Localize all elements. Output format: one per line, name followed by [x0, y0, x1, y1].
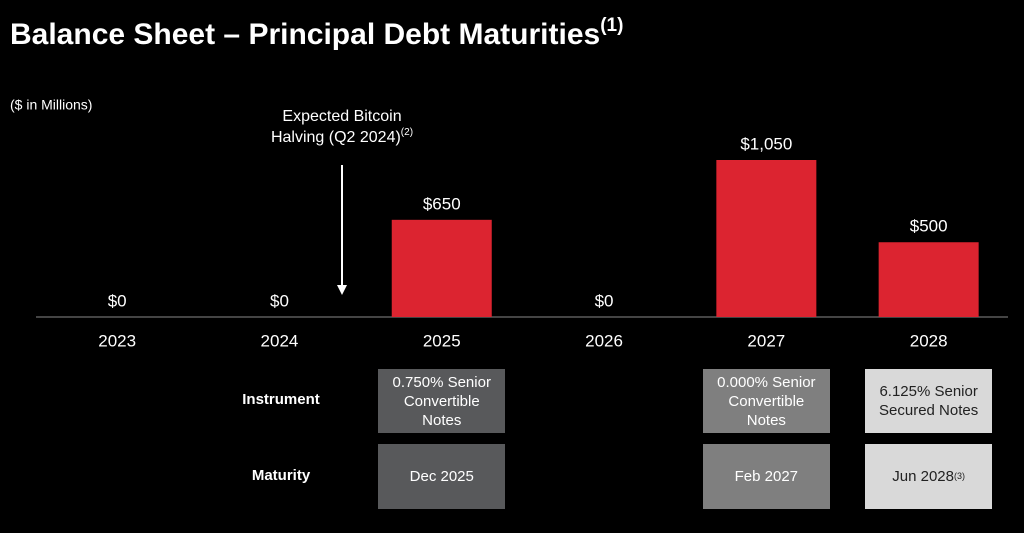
bar [716, 160, 817, 317]
x-tick-label: 2024 [261, 331, 299, 350]
table-cell: 0.000% Senior Convertible Notes [702, 369, 830, 433]
cell-text: Jun 2028 [892, 468, 954, 485]
cell-text: Dec 2025 [409, 468, 474, 485]
value-label: $0 [108, 291, 127, 310]
value-label: $1,050 [740, 134, 792, 153]
value-label: $650 [423, 194, 461, 213]
bar [878, 242, 979, 317]
subtitle: ($ in Millions) [10, 97, 92, 113]
value-label: $0 [270, 291, 289, 310]
x-tick-label: 2026 [585, 331, 623, 350]
annotation-text: Halving (Q2 2024) [271, 129, 401, 146]
cell-note: (3) [954, 471, 965, 481]
annotation-line: Halving (Q2 2024)(2) [271, 127, 413, 147]
table-cell: Jun 2028 (3) [865, 444, 993, 509]
cell-text: Feb 2027 [734, 468, 799, 485]
row-label: Instrument [242, 391, 320, 408]
x-tick-label: 2028 [910, 331, 948, 350]
title-note: (1) [600, 15, 623, 36]
cell-text: 6.125% Senior Secured Notes [879, 383, 979, 419]
annotation-note: (2) [401, 127, 413, 138]
value-label: $0 [595, 291, 614, 310]
title: Balance Sheet – Principal Debt Maturitie… [10, 15, 623, 51]
x-tick-label: 2027 [747, 331, 785, 350]
arrow-head [337, 285, 347, 295]
x-tick-label: 2025 [423, 331, 461, 350]
x-tick-label: 2023 [98, 331, 136, 350]
value-label: $500 [910, 217, 948, 236]
table-cell: Dec 2025 [378, 444, 506, 509]
table-cell: Feb 2027 [702, 444, 830, 509]
annotation-line: Expected Bitcoin [282, 108, 401, 125]
cell-text: 0.000% Senior Convertible Notes [717, 373, 816, 429]
bar [391, 219, 492, 317]
table-cell: 0.750% Senior Convertible Notes [378, 369, 506, 433]
cell-text: 0.750% Senior Convertible Notes [392, 373, 491, 429]
row-label: Maturity [251, 466, 311, 484]
title-text: Balance Sheet – Principal Debt Maturitie… [10, 18, 600, 51]
table-cell: 6.125% Senior Secured Notes [865, 369, 993, 433]
